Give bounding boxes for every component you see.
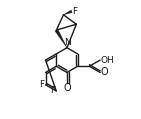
- Text: N: N: [64, 38, 71, 47]
- Text: O: O: [63, 83, 71, 93]
- Text: O: O: [101, 67, 108, 77]
- Text: F: F: [39, 80, 45, 89]
- Polygon shape: [63, 10, 72, 15]
- Polygon shape: [55, 29, 67, 48]
- Text: OH: OH: [101, 56, 114, 65]
- Text: F: F: [50, 87, 55, 95]
- Text: F: F: [72, 7, 77, 16]
